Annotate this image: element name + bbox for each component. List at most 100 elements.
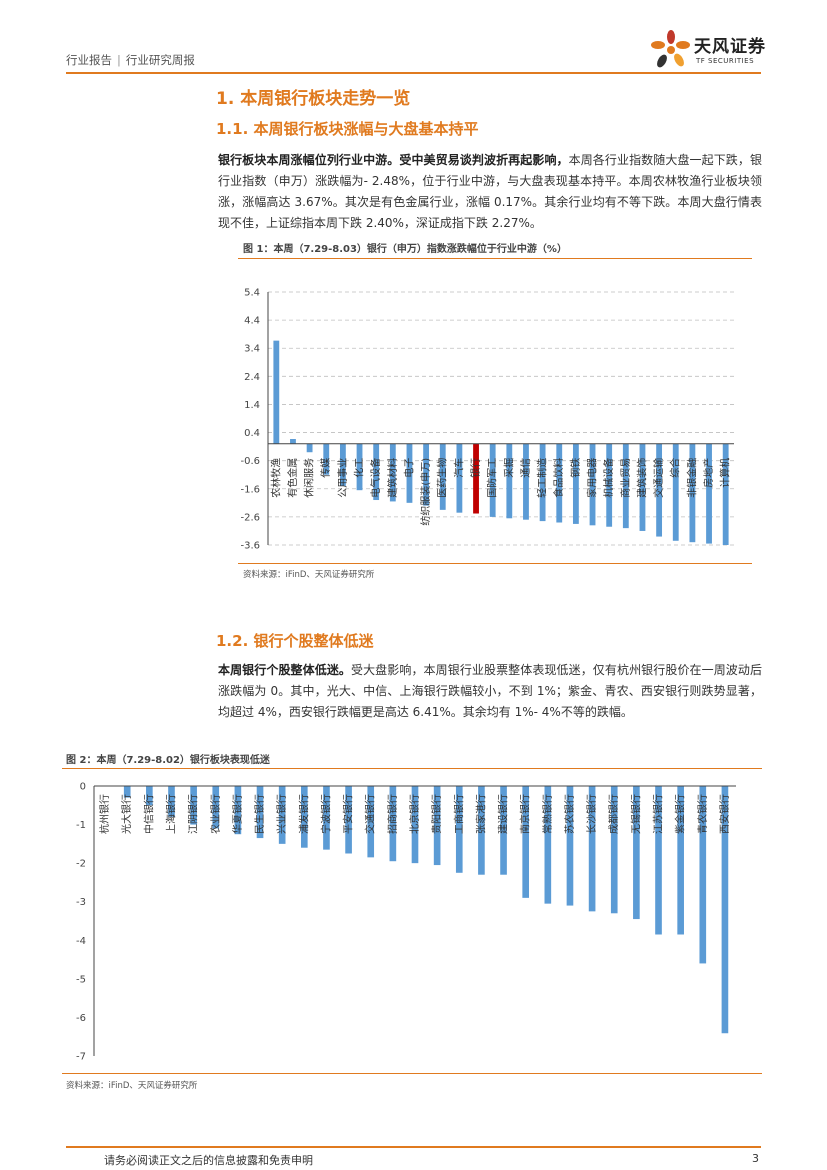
category-label: 银行	[469, 458, 482, 478]
bar-交通银行	[367, 786, 375, 858]
category-label: 纺织服装(申万)	[419, 458, 432, 526]
category-label: 综合	[669, 458, 682, 478]
figure-2-bottom-rule	[62, 1073, 762, 1075]
paragraph-2-lead: 本周银行个股整体低迷。	[218, 663, 351, 677]
bar-江阴银行	[190, 786, 197, 825]
category-label: 上海银行	[164, 794, 177, 834]
bar-长沙银行	[588, 786, 596, 912]
bar-计算机	[722, 443, 729, 545]
figure-2-source: 资料来源：iFinD、天风证券研究所	[66, 1081, 198, 1091]
page-number: 3	[752, 1152, 759, 1165]
y-tick-label: 0.4	[244, 428, 260, 439]
category-label: 苏农银行	[563, 794, 576, 834]
figure-2-title: 图 2：本周（7.29-8.02）银行板块表现低迷	[66, 755, 270, 766]
bar-江苏银行	[655, 786, 662, 935]
paragraph-2-body: 受大盘影响，本周银行业股票整体表现低迷，仅有杭州银行股价在一周波动后涨跌幅为 0…	[218, 663, 762, 719]
bar-常熟银行	[544, 786, 552, 904]
category-label: 浦发银行	[297, 794, 310, 834]
bar-工商银行	[455, 786, 463, 873]
category-label: 长沙银行	[585, 794, 598, 834]
bar-纺织服装(申万)	[423, 443, 430, 506]
category-label: 公用事业	[336, 458, 349, 498]
category-label: 张家港行	[474, 794, 487, 834]
category-label: 交通银行	[364, 794, 377, 834]
bar-贵阳银行	[433, 786, 441, 866]
category-label: 华夏银行	[231, 794, 244, 834]
category-label: 医药生物	[436, 458, 449, 498]
category-label: 轻工制造	[536, 458, 549, 498]
bar-电气设备	[373, 443, 380, 501]
y-tick-label: -2	[76, 859, 86, 870]
category-label: 北京银行	[408, 794, 421, 834]
category-label: 商业贸易	[619, 458, 632, 498]
header-divider	[66, 72, 761, 74]
bar-成都银行	[610, 786, 618, 914]
bar-光大银行	[123, 786, 131, 798]
footer-disclaimer: 请务必阅读正文之后的信息披露和免责申明	[104, 1154, 313, 1167]
y-tick-label: -3.6	[240, 541, 260, 552]
report-subcategory: 行业研究周报	[125, 53, 195, 67]
category-label: 农林牧渔	[269, 458, 282, 498]
category-label: 建筑装饰	[635, 458, 648, 498]
category-label: 食品饮料	[552, 458, 565, 498]
y-tick-label: -3	[76, 897, 86, 908]
bar-建筑材料	[389, 443, 396, 502]
bar-中信银行	[146, 786, 153, 806]
figure-1-bottom-rule	[238, 563, 752, 565]
category-label: 有色金属	[286, 458, 299, 498]
bar-化工	[356, 443, 363, 491]
category-label: 杭州银行	[98, 794, 111, 834]
category-label: 无锡银行	[629, 794, 642, 834]
category-label: 中信银行	[142, 794, 155, 834]
y-tick-label: -1	[76, 820, 86, 831]
bar-农业银行	[212, 786, 220, 829]
report-category: 行业报告	[66, 53, 112, 67]
subsection-title-1: 1.1. 本周银行板块涨幅与大盘基本持平	[216, 120, 479, 138]
category-label: 采掘	[502, 458, 515, 478]
bar-浦发银行	[300, 786, 308, 848]
bar-商业贸易	[622, 443, 629, 529]
category-label: 工商银行	[452, 794, 465, 834]
bar-钢铁	[572, 443, 579, 524]
bar-汽车	[456, 443, 463, 513]
category-label: 常熟银行	[541, 794, 554, 834]
chart-2-bank-stocks: 0 -1 -2 -3 -4 -5 -6 -7 杭州银行 光大银行 中信银行 上海银行 江阴银行 农业银行华…	[76, 782, 736, 1063]
bar-招商银行	[389, 786, 397, 862]
paragraph-2: 本周银行个股整体低迷。受大盘影响，本周银行业股票整体表现低迷，仅有杭州银行股价在…	[218, 660, 762, 723]
logo-cn-text: 天风证券	[694, 37, 766, 57]
bar-机械设备	[606, 443, 613, 527]
category-label: 宁波银行	[319, 794, 332, 834]
bar-国防军工	[489, 443, 496, 517]
company-logo: 天风证券 TF SECURITIES	[650, 26, 770, 72]
category-label: 青农银行	[696, 794, 709, 834]
bar-华夏银行	[234, 786, 242, 835]
bar-平安银行	[345, 786, 352, 854]
category-label: 化工	[353, 458, 366, 478]
figure-1-rule	[238, 258, 752, 260]
figure-1-source: 资料来源：iFinD、天风证券研究所	[243, 570, 375, 580]
bar-西安银行	[721, 786, 729, 1034]
category-label: 平安银行	[342, 794, 355, 834]
paragraph-1-lead: 银行板块本周涨幅位列行业中游。受中美贸易谈判波折再起影响，	[218, 153, 569, 167]
category-label: 招商银行	[386, 794, 399, 834]
paragraph-1: 银行板块本周涨幅位列行业中游。受中美贸易谈判波折再起影响，本周各行业指数随大盘一…	[218, 150, 762, 234]
bar-电子	[406, 443, 413, 503]
logo-en-text: TF SECURITIES	[696, 57, 755, 65]
bar-南京银行	[522, 786, 530, 898]
category-label: 光大银行	[120, 794, 133, 834]
figure-2-rule	[62, 768, 762, 770]
subsection-title-2: 1.2. 银行个股整体低迷	[216, 632, 374, 650]
y-tick-label: 4.4	[244, 316, 260, 327]
bar-上海银行	[168, 786, 175, 817]
y-tick-label: 2.4	[244, 372, 260, 383]
section-title: 1. 本周银行板块走势一览	[216, 89, 411, 109]
bar-公用事业	[339, 443, 346, 486]
category-label: 国防军工	[486, 458, 499, 498]
bar-传媒	[323, 443, 330, 475]
bar-休闲服务	[306, 443, 313, 453]
category-label: 江苏银行	[652, 794, 665, 834]
category-label: 建设银行	[497, 794, 510, 834]
bar-医药生物	[439, 443, 446, 510]
bar-苏农银行	[566, 786, 574, 906]
y-tick-label: -7	[76, 1052, 86, 1063]
